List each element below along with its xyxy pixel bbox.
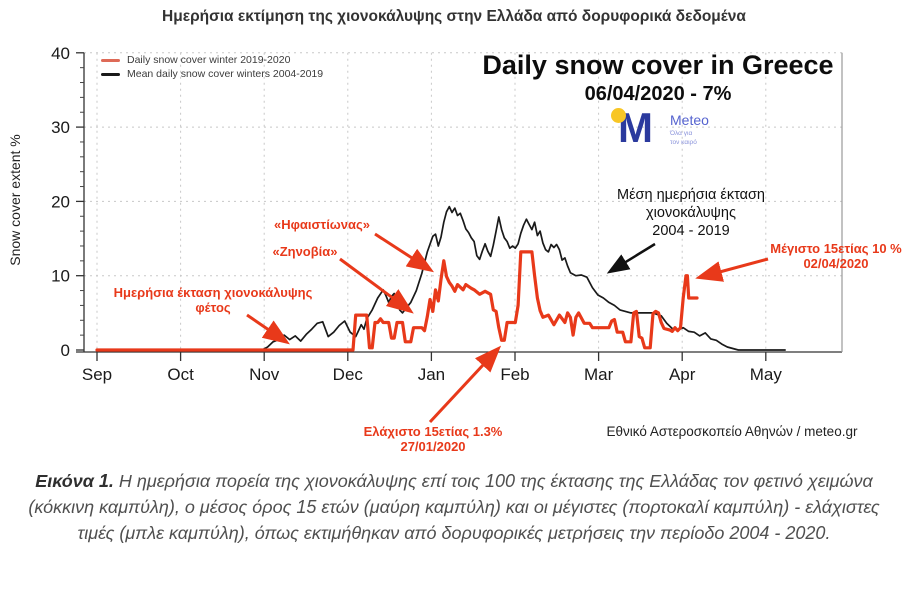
sun-dot-icon xyxy=(611,108,626,123)
figure-caption: Εικόνα 1. Η ημερήσια πορεία της χιονοκάλ… xyxy=(14,468,894,546)
legend-swatch-black-line xyxy=(101,72,120,76)
chart-subtitle: 06/04/2020 - 7% xyxy=(584,83,732,105)
svg-text:Oct: Oct xyxy=(167,365,194,384)
current-season-extent-line1: Ημερήσια έκταση χιονοκάλυψης xyxy=(113,285,313,300)
meteo-tagline-line2: τον καιρό xyxy=(670,139,697,146)
annotation-arrows xyxy=(246,232,769,424)
storm-zenobia-label: «Ζηνοβία» xyxy=(272,244,338,259)
legend-label-mean: Mean daily snow cover winters 2004-2019 xyxy=(127,68,324,80)
figure-caption-label: Εικόνα 1. xyxy=(35,471,114,491)
chart-legend: Daily snow cover winter 2019-2020 Mean d… xyxy=(101,53,323,81)
max-15yr-line1: Μέγιστο 15ετίας 10 % xyxy=(770,241,902,256)
svg-text:Apr: Apr xyxy=(669,365,696,384)
current-season-extent-label: Ημερήσια έκταση χιονοκάλυψης φέτος xyxy=(114,285,313,315)
hephaestion-arrow xyxy=(374,232,435,273)
svg-text:Dec: Dec xyxy=(333,365,364,384)
attribution-text: Εθνικό Αστεροσκοπείο Αθηνών / meteo.gr xyxy=(606,424,858,439)
min-15yr-label: Ελάχιστο 15ετίας 1.3% 27/01/2020 xyxy=(364,424,503,454)
svg-text:Jan: Jan xyxy=(418,365,445,384)
page-title: Ημερήσια εκτίμηση της χιονοκάλυψης στην … xyxy=(162,8,746,25)
chart-generated-layer: Sep Oct Nov Dec Jan Feb Mar Apr May 0 10 20 30 40 Snow… xyxy=(7,44,843,384)
svg-text:30: 30 xyxy=(51,118,70,137)
legend-row-daily: Daily snow cover winter 2019-2020 xyxy=(101,53,323,67)
min-15yr-line1: Ελάχιστο 15ετίας 1.3% xyxy=(363,424,503,439)
snow-cover-chart: Sep Oct Nov Dec Jan Feb Mar Apr May 0 10 20 30 40 Snow… xyxy=(7,44,843,424)
max-arrow xyxy=(695,257,769,282)
svg-text:Feb: Feb xyxy=(500,365,529,384)
mean-extent-line3: 2004 - 2019 xyxy=(652,223,730,239)
max-15yr-label: Μέγιστο 15ετίας 10 % 02/04/2020 xyxy=(770,241,901,271)
meteo-wordmark: Meteo xyxy=(670,112,709,128)
figure-caption-text: Η ημερήσια πορεία της χιονοκάλυψης επί τ… xyxy=(28,471,880,543)
legend-label-daily: Daily snow cover winter 2019-2020 xyxy=(127,54,291,66)
chart-title: Daily snow cover in Greece xyxy=(482,50,834,80)
svg-text:40: 40 xyxy=(51,44,70,63)
svg-text:Nov: Nov xyxy=(249,365,280,384)
zenobia-arrow xyxy=(339,257,414,314)
legend-row-mean: Mean daily snow cover winters 2004-2019 xyxy=(101,67,323,81)
min-15yr-line2: 27/01/2020 xyxy=(400,439,466,454)
min-arrow xyxy=(428,345,502,424)
svg-text:20: 20 xyxy=(51,192,70,211)
mean-arrow xyxy=(606,242,656,274)
mean-extent-line1: Μέση ημερήσια έκταση xyxy=(617,187,765,203)
legend-swatch-red-line xyxy=(101,58,120,62)
meteo-logo: M Meteo Όλα για τον καιρό xyxy=(606,106,756,158)
svg-text:0: 0 xyxy=(61,341,70,360)
max-15yr-line2: 02/04/2020 xyxy=(803,256,869,271)
svg-text:Sep: Sep xyxy=(82,365,112,384)
svg-text:Snow cover extent %: Snow cover extent % xyxy=(7,134,23,266)
svg-text:May: May xyxy=(750,365,783,384)
current-extent-arrow xyxy=(246,313,290,345)
storm-hephaestion-label: «Ηφαιστίωνας» xyxy=(273,217,371,232)
mean-extent-line2: χιονοκάλυψης xyxy=(646,205,736,221)
mean-extent-label: Μέση ημερήσια έκταση χιονοκάλυψης 2004 -… xyxy=(617,186,765,240)
svg-text:Mar: Mar xyxy=(584,365,614,384)
svg-text:10: 10 xyxy=(51,267,70,286)
current-season-extent-line2: φέτος xyxy=(195,300,231,315)
meteo-tagline-line1: Όλα για xyxy=(670,130,693,137)
